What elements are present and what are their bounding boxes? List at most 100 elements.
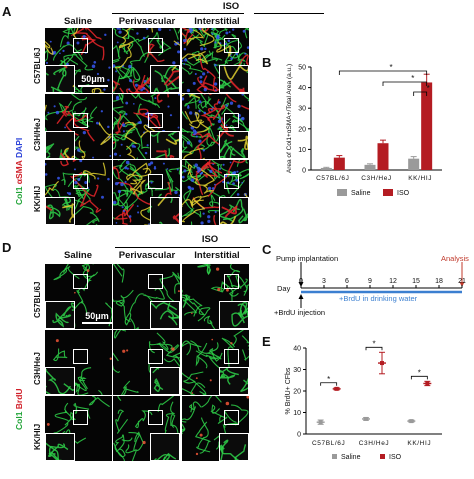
timeline-pump-arrowhead: [298, 282, 304, 287]
zoom-box: [224, 349, 239, 364]
chart-b-bar-iso: [333, 157, 345, 170]
gridA-cell-r2-c1: [113, 160, 180, 225]
panel-a-row-c3h: C3H/HeJ: [33, 118, 42, 151]
zoom-inset: [150, 54, 187, 98]
zoom-inset: [136, 359, 180, 395]
chart-b-ytick-label: 10: [298, 147, 306, 154]
chart-e-ylabel: % BrdU+ CFbs: [285, 367, 292, 414]
chart-e-point-saline: [318, 420, 323, 425]
chart-b-xtick-label: KK/HIJ: [408, 175, 432, 182]
zoom-inset: [120, 180, 199, 240]
chart-e-legend-swatch: [332, 454, 337, 459]
zoom-inset-texture: [231, 297, 263, 327]
zoom-inset-texture: [132, 117, 191, 182]
chart-b-ylabel: Area of Col1+αSMA+/Total Area (a.u.): [286, 64, 293, 173]
chart-b-ytick-label: 50: [298, 65, 306, 72]
zoom-box: [224, 274, 239, 289]
zoom-inset-texture: [201, 198, 251, 228]
panel-d-iso-line: [115, 247, 250, 248]
zoom-box: [148, 410, 163, 425]
panel-a-scale-label: 50μm: [81, 74, 105, 84]
chart-e-sig-bracket: [410, 375, 428, 380]
chart-e-point-saline: [364, 416, 368, 421]
panel-letter-c: C: [262, 242, 272, 257]
zoom-box: [148, 349, 163, 364]
timeline-brdu-injection: +BrdU injection: [274, 308, 326, 317]
chart-b-bar-iso: [421, 82, 433, 170]
chart-b-sig-star: *: [411, 74, 414, 83]
panel-a-row-c57: C57BL/6J: [33, 47, 42, 84]
panel-letter-d: D: [2, 240, 12, 255]
chart-b-sig-star: *: [427, 84, 430, 93]
chart-e-ytick-label: 10: [293, 410, 301, 417]
panel-a-scale-line: [78, 85, 108, 87]
zoom-box: [148, 274, 163, 289]
zoom-box: [224, 113, 239, 128]
timeline-c: 0 3 6 9 12 15 18 21: [298, 262, 466, 308]
gridD-cell-r1-c2: [182, 330, 249, 395]
timeline-analysis-label: Analysis: [441, 254, 469, 263]
panel-a-row-kk: KK/HIJ: [33, 185, 42, 212]
panel-a-stain-label: Col1 αSMA DAPI: [14, 138, 24, 205]
zoom-box: [224, 174, 239, 189]
chart-e-sig-star: *: [327, 375, 330, 384]
chart-e-point-iso: [334, 386, 339, 391]
timeline-brdu-water: +BrdU in drinking water: [339, 294, 418, 303]
timeline-day-3: 3: [322, 278, 326, 285]
zoom-inset: [28, 131, 78, 174]
chart-e-sig-star: *: [372, 339, 375, 348]
zoom-inset: [21, 56, 97, 96]
chart-e-sig-bracket: [320, 382, 338, 386]
zoom-inset: [132, 117, 191, 182]
panel-a-iso-line: [112, 13, 244, 14]
chart-b-legend-label: ISO: [397, 190, 410, 197]
chart-e-sig-star: *: [418, 368, 421, 377]
timeline-injection-arrowhead: [298, 294, 304, 299]
panel-a-col-perivascular: Perivascular: [118, 16, 176, 27]
panel-a-scale-bar: 50μm: [78, 74, 108, 87]
stain-brdu: BrdU: [14, 388, 24, 412]
timeline-day-0: 0: [299, 278, 303, 285]
zoom-inset-texture: [216, 439, 247, 471]
chart-b-xtick-label: C3H/HeJ: [361, 175, 392, 182]
panel-d-scale-label: 50μm: [85, 311, 109, 321]
chart-b-ytick-label: 40: [298, 85, 306, 92]
chart-e-xtick-label: C3H/HeJ: [359, 440, 390, 447]
chart-b-sig-bracket: [382, 81, 428, 86]
zoom-inset: [216, 365, 256, 395]
chart-b-bar-iso: [377, 143, 389, 170]
zoom-inset-texture: [128, 294, 188, 326]
timeline-day-21: 21: [458, 278, 466, 285]
zoom-inset-texture: [136, 359, 164, 392]
zoom-inset: [32, 367, 85, 403]
zoom-inset-texture: [135, 452, 177, 479]
panel-d-scale-bar: 50μm: [82, 311, 112, 324]
zoom-box: [148, 174, 163, 189]
panel-d-col-interstitial: Interstitial: [194, 250, 240, 261]
panel-d-col-perivascular: Perivascular: [118, 250, 176, 261]
panel-letter-b: B: [262, 55, 272, 70]
gridD-cell-texture: [182, 330, 249, 395]
zoom-inset-texture: [216, 365, 256, 393]
zoom-inset: [216, 433, 249, 471]
panel-letter-a: A: [2, 4, 12, 19]
chart-e-xtick-label: KK/HIJ: [407, 440, 431, 447]
panel-letter-e: E: [262, 334, 271, 349]
zoom-inset: [201, 197, 251, 228]
zoom-box: [148, 113, 163, 128]
panel-a-iso-header: ISO: [222, 1, 240, 12]
panel-d-stain-label: Col1 BrdU: [14, 388, 24, 430]
zoom-box: [73, 349, 88, 364]
zoom-inset-texture: [52, 297, 81, 328]
timeline-pump-label: Pump implantation: [276, 254, 339, 263]
panel-a-col-saline: Saline: [64, 16, 92, 27]
chart-e: 0 10 20 30 40 % BrdU+ CFbs * C57BL/6J * C3H/HeJ * K…: [285, 339, 442, 461]
stain-asma: αSMA: [14, 160, 24, 187]
gridA-cell-r0-c1: [113, 28, 180, 93]
zoom-inset-texture: [193, 128, 250, 163]
chart-b-legend-label: Saline: [351, 190, 371, 197]
zoom-inset-texture: [41, 437, 69, 475]
chart-e-legend-label: Saline: [341, 454, 361, 461]
zoom-box: [224, 38, 239, 53]
timeline-day-9: 9: [368, 278, 372, 285]
